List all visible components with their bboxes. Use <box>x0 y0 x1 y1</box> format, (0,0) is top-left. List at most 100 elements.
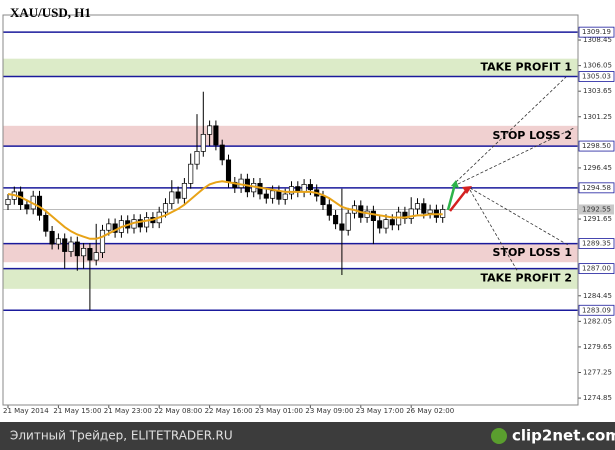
candle-body <box>175 191 181 199</box>
up-arrow <box>446 183 457 211</box>
projection-line <box>457 127 575 185</box>
plot-frame <box>2 14 579 406</box>
candle-body <box>225 159 232 183</box>
candle-body <box>5 198 11 206</box>
footer-source: Элитный Трейдер, ELITETRADER.RU <box>10 429 233 443</box>
plot: TAKE PROFIT 1 STOP LOSS 2 STOP LOSS 1 TAKE … <box>3 26 615 415</box>
candle-body <box>162 203 169 213</box>
candle-body <box>263 193 269 199</box>
zone <box>3 243 578 263</box>
candle-body <box>370 210 376 222</box>
candle-body <box>55 238 61 245</box>
level-label: 1283.09 <box>582 306 611 314</box>
zone <box>3 125 578 147</box>
zone <box>3 58 578 77</box>
x-tick-label: 21 May 15:00 <box>53 407 101 415</box>
candle-body <box>326 204 332 216</box>
candle-body <box>339 223 345 231</box>
candle-body <box>219 144 225 161</box>
up-arrow-head <box>451 180 459 188</box>
candle-body <box>106 223 112 231</box>
level-box <box>578 263 615 275</box>
y-tick-label: 1301.25 <box>583 113 612 121</box>
x-tick-label: 21 May 23:00 <box>104 407 152 415</box>
level-box <box>578 140 615 152</box>
level-label: 1289.35 <box>582 240 611 248</box>
candle-body <box>99 229 106 253</box>
level-label: 1294.58 <box>582 184 611 192</box>
level-box <box>578 26 615 38</box>
logo-text[interactable]: clip2net.com <box>512 427 615 445</box>
candle-body <box>169 191 175 204</box>
y-tick-label: 1274.85 <box>583 394 612 402</box>
last-price-label: 1292.55 <box>582 205 611 213</box>
x-tick-label: 26 May 02:00 <box>406 407 454 415</box>
candle-body <box>81 248 87 257</box>
down-arrow-head <box>462 186 472 194</box>
candle-body <box>68 241 74 252</box>
candle-body <box>144 217 150 228</box>
candle-body <box>232 181 238 188</box>
candle-body <box>207 125 213 135</box>
down-arrow <box>449 187 469 212</box>
level-box <box>578 182 615 194</box>
candle-body <box>333 214 339 225</box>
footer-bar <box>0 422 615 450</box>
candle-body <box>188 163 194 184</box>
zone-label: STOP LOSS 2 <box>493 129 572 142</box>
y-tick-label: 1291.65 <box>583 215 612 223</box>
candle-body <box>408 208 414 219</box>
candle-body <box>43 214 49 232</box>
candle-body <box>414 203 421 210</box>
candle-body <box>276 190 282 200</box>
zone-label: TAKE PROFIT 1 <box>480 61 572 74</box>
candle-body <box>307 184 313 191</box>
moving-average <box>7 180 443 240</box>
level-label: 1309.19 <box>582 28 611 36</box>
candle-body <box>74 241 80 257</box>
candle-body <box>24 204 30 210</box>
x-tick-label: 21 May 2014 <box>3 407 49 415</box>
projection-line <box>455 76 567 183</box>
y-tick-label: 1306.05 <box>583 62 612 70</box>
x-tick-label: 23 May 01:00 <box>255 407 303 415</box>
candle-body <box>181 183 187 199</box>
candle-body <box>301 184 307 193</box>
candle-body <box>194 151 200 165</box>
chart-title: XAU/USD, H1 <box>10 5 91 20</box>
candle-body <box>49 230 55 245</box>
candle-body <box>345 212 351 231</box>
x-tick-label: 22 May 16:00 <box>205 407 253 415</box>
candle-body <box>62 238 68 252</box>
candle-body <box>396 211 402 226</box>
zone <box>3 268 578 289</box>
projections <box>455 76 575 273</box>
candle-body <box>427 209 433 214</box>
y-tick-label: 1296.45 <box>583 164 612 172</box>
candle-body <box>270 190 276 199</box>
y-tick-label: 1282.05 <box>583 317 612 325</box>
zone-label: STOP LOSS 1 <box>493 246 572 259</box>
level-box <box>578 304 615 316</box>
last-price-box <box>579 204 614 215</box>
y-tick-label: 1277.25 <box>583 369 612 377</box>
x-tick-label: 23 May 09:00 <box>305 407 353 415</box>
candle-body <box>137 219 143 228</box>
candle-body <box>421 203 427 214</box>
candle-body <box>389 219 395 226</box>
projection-line <box>469 189 519 273</box>
candle-body <box>200 133 206 152</box>
candle-body <box>377 220 383 229</box>
candle-body <box>87 248 93 261</box>
candle-body <box>213 125 219 146</box>
candle-body <box>402 211 408 219</box>
x-tick-label: 22 May 08:00 <box>154 407 202 415</box>
x-tick-label: 23 May 17:00 <box>356 407 404 415</box>
candle-body <box>383 219 389 229</box>
candle-body <box>320 195 326 206</box>
candle-body <box>288 186 295 195</box>
logo-icon <box>491 428 507 444</box>
level-box <box>578 238 615 249</box>
